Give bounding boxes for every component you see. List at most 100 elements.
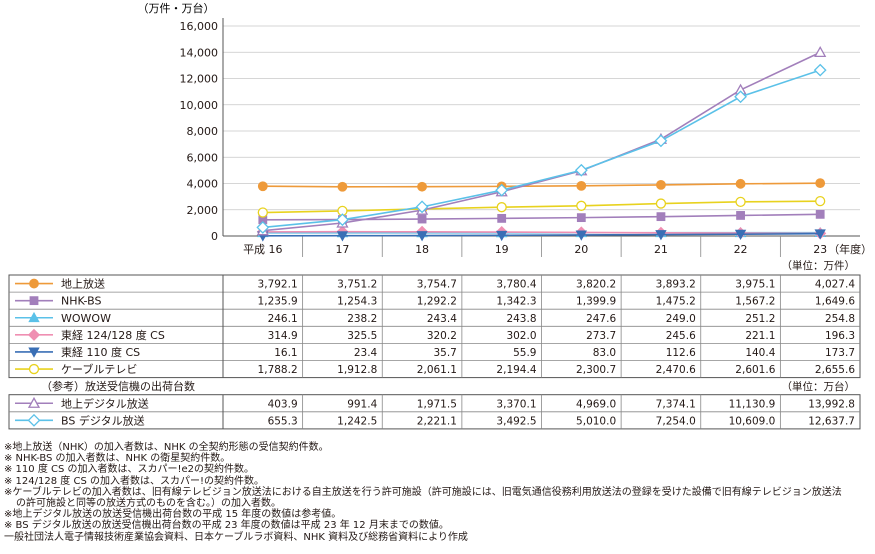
table-unit-label: （単位：万件） <box>782 259 856 272</box>
table-row: 東経 124/128 度 CS 314.9 325.5 320.2 302.0 273.7… <box>15 328 855 342</box>
data-label: 3,751.2 <box>337 279 377 291</box>
x-tick-label: 平成 16 <box>243 243 283 256</box>
data-label: 11,130.9 <box>729 398 776 410</box>
data-label: 13,992.8 <box>808 398 855 410</box>
data-label: 3,754.7 <box>417 279 457 291</box>
data-label: 1,788.2 <box>258 364 298 376</box>
legend-label: WOWOW <box>61 312 111 325</box>
data-point <box>336 213 349 227</box>
data-point <box>815 178 826 189</box>
series-line <box>262 69 821 229</box>
data-point <box>28 311 40 323</box>
data-label: 7,254.0 <box>656 415 696 427</box>
y-tick-label: 6,000 <box>187 151 219 164</box>
data-label: 140.4 <box>745 347 775 359</box>
footnotes: ※地上放送（NHK）の加入者数は、NHK の全契約形態の受信契約件数。 ※ NH… <box>4 442 872 543</box>
data-point <box>736 211 745 220</box>
data-point <box>415 200 429 214</box>
data-point <box>815 209 825 219</box>
table-row: 東経 110 度 CS 16.1 23.4 35.7 55.9 83.0 112.6 140.… <box>15 345 855 359</box>
data-label: 273.7 <box>586 330 616 342</box>
data-label: 247.6 <box>586 313 616 325</box>
table-row: 地上デジタル放送 403.9 991.4 1,971.5 3,370.1 4,969.0 7… <box>15 396 855 410</box>
data-point <box>813 63 827 77</box>
data-point <box>734 229 747 240</box>
data-point <box>417 181 427 192</box>
x-tick-label: 20 <box>574 243 588 256</box>
series-line <box>262 200 821 214</box>
data-label: 196.3 <box>825 330 855 342</box>
data-point <box>735 196 746 208</box>
data-point <box>257 181 268 192</box>
table-unit-label: （単位：万台） <box>782 380 856 393</box>
data-label: 1,912.8 <box>337 364 377 376</box>
y-tick-label: 2,000 <box>187 204 219 217</box>
y-tick-label: 10,000 <box>180 99 219 112</box>
data-table: （単位：万件） （参考）放送受信機の出荷台数 （単位：万台） 地上放送 3,792.1 3… <box>8 259 861 430</box>
data-label: 3,975.1 <box>735 279 775 291</box>
series-line <box>262 213 821 221</box>
data-label: 35.7 <box>433 347 456 359</box>
data-label: 7,374.1 <box>656 398 696 410</box>
data-point <box>574 163 588 177</box>
footnote: ※地上デジタル放送の放送受信機出荷台数の平成 15 年度の数値は参考値。 <box>4 509 342 521</box>
data-point <box>29 278 39 289</box>
data-point <box>656 180 666 190</box>
legend-label: 地上デジタル放送 <box>61 396 149 410</box>
y-tick-label: 16,000 <box>180 20 219 33</box>
x-tick-labels: 平成 16 17 18 19 20 21 22 23 （年度） <box>243 242 872 256</box>
data-label: 325.5 <box>347 330 377 342</box>
data-point <box>815 195 826 207</box>
data-label: 112.6 <box>666 347 696 359</box>
legend-label: BS デジタル放送 <box>61 413 145 427</box>
data-point <box>28 347 40 358</box>
chart: （万件・万台） 0 2,000 4,000 6,000 8,000 10,000 12,00… <box>8 1 872 430</box>
data-label: 3,370.1 <box>496 398 536 410</box>
data-label: 10,609.0 <box>729 415 776 427</box>
data-label: 302.0 <box>506 330 536 342</box>
y-tick-label: 12,000 <box>180 73 219 86</box>
x-tick-label: 19 <box>495 243 509 256</box>
data-label: 173.7 <box>825 347 855 359</box>
data-label: 991.4 <box>347 398 377 410</box>
data-label: 246.1 <box>268 313 298 325</box>
data-label: 12,637.7 <box>808 415 855 427</box>
legend-label: 地上放送 <box>61 277 105 291</box>
data-label: 1,235.9 <box>258 296 298 308</box>
data-label: 2,300.7 <box>576 364 616 376</box>
data-label: 2,655.6 <box>815 364 855 376</box>
data-point <box>416 231 428 242</box>
footnote: ※ NHK-BS の加入者数は、NHK の衛星契約件数。 <box>4 453 231 465</box>
x-tick-label: 17 <box>335 243 349 256</box>
footnote: ※ 124/128 度 CS の加入者数は、スカパー!の契約件数。 <box>4 475 264 487</box>
data-point <box>654 134 668 148</box>
footnote: ※ BS デジタル放送の放送受信機出荷台数の平成 23 年度の数値は平成 23 … <box>4 520 449 532</box>
data-point <box>655 198 667 209</box>
series-line <box>262 232 821 237</box>
y-tick-labels: 0 2,000 4,000 6,000 8,000 10,000 12,000 14,000 1… <box>180 20 219 243</box>
series-0 <box>257 178 826 192</box>
data-label: 245.6 <box>666 330 696 342</box>
data-label: 4,969.0 <box>576 398 616 410</box>
data-label: 3,820.2 <box>576 279 616 291</box>
data-point <box>27 328 41 341</box>
table-row: WOWOW 246.1 238.2 243.4 243.8 247.6 249.0 251.2… <box>15 312 855 325</box>
x-tick-label: 18 <box>415 243 429 256</box>
data-point <box>257 207 268 218</box>
data-label: 254.8 <box>825 313 855 325</box>
data-point <box>336 231 349 242</box>
y-tick-label: 4,000 <box>187 178 219 191</box>
data-point <box>576 213 586 223</box>
data-label: 3,780.4 <box>496 279 536 291</box>
data-point <box>337 181 348 192</box>
y-tick-label: 8,000 <box>187 125 219 138</box>
legend-label: ケーブルテレビ <box>61 362 137 376</box>
series-line <box>262 51 821 232</box>
data-label: 2,470.6 <box>656 364 696 376</box>
data-point <box>576 200 587 211</box>
data-label: 1,971.5 <box>417 398 457 410</box>
data-label: 55.9 <box>513 347 536 359</box>
data-point <box>735 178 746 189</box>
y-axis-unit-label: （万件・万台） <box>138 1 215 15</box>
data-label: 1,399.9 <box>576 296 616 308</box>
